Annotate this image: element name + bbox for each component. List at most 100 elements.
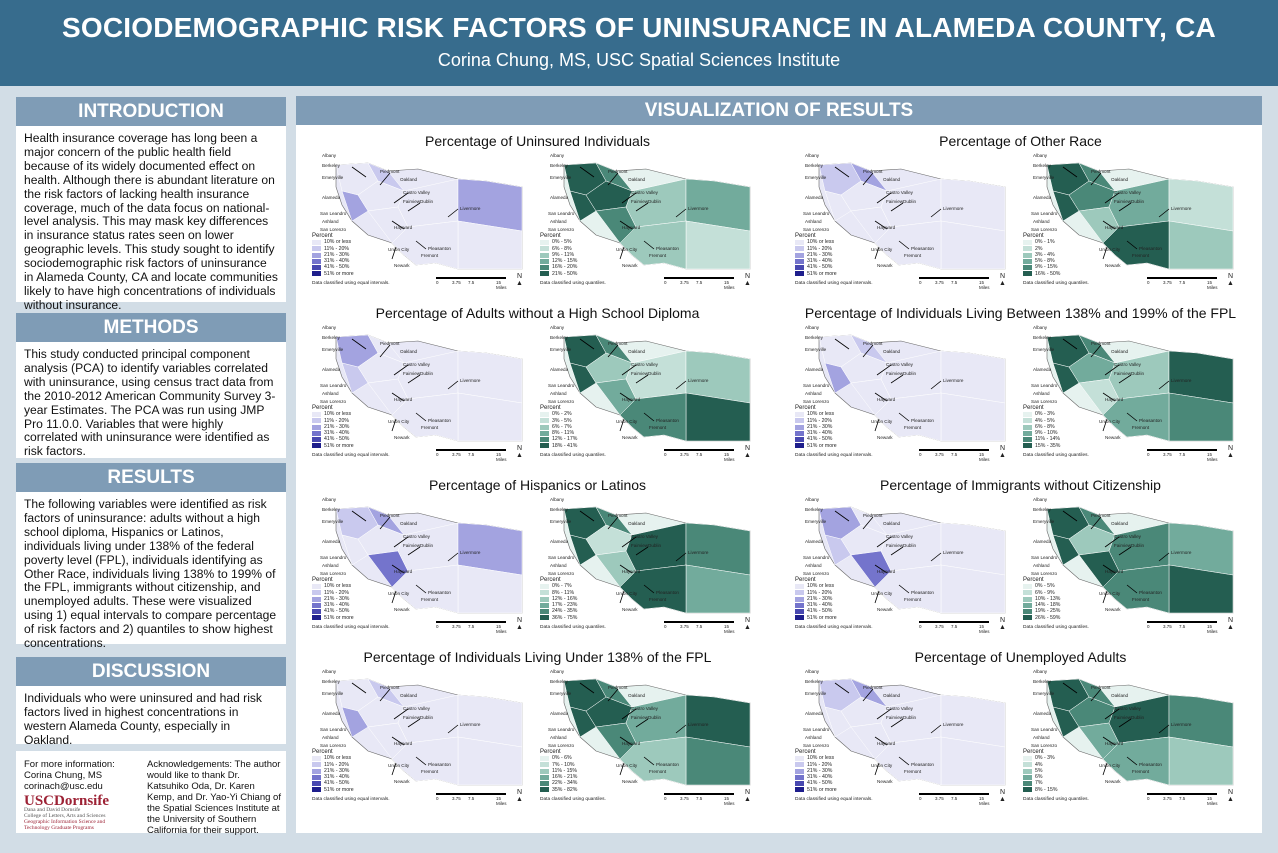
legend-label: 8% - 11% [552,430,575,437]
legend-label: 18% - 41% [552,442,578,449]
logo-sub1: Dana and David Dornsife [24,807,81,813]
legend-label: 8% - 15% [1035,786,1058,793]
tract-region [1168,522,1234,576]
legend-entry: 31% - 40% [312,258,354,264]
place-label: Pleasanton [911,246,934,251]
legend-label: 51% or more [324,270,354,277]
place-label: Union City [871,591,893,596]
legend-entry: 16% - 21% [540,774,577,780]
callout-line [391,246,397,260]
scale-label: 15 Miles [1207,280,1218,290]
legend-label: 41% - 50% [807,436,833,443]
county-map-svg [335,334,523,442]
place-label: Castro Valley [403,362,430,367]
scale-label: 0 [436,796,439,801]
place-label: Berkeley [322,335,340,340]
tract-region [619,392,687,442]
place-label: Albany [322,497,337,502]
legend-swatch [795,762,804,768]
north-arrow-icon: N ▲ [744,273,751,287]
legend-title: Percent [795,577,816,583]
map-pair: Percentage of Hispanics or Latinos Albany… [296,477,779,649]
place-label: Piedmont [863,513,883,518]
legend-label: 16% - 21% [552,774,578,781]
place-label: Castro Valley [886,362,913,367]
place-label: San Leandro [320,555,347,560]
scale-label: 0 [919,280,922,285]
place-label: Ashland [322,563,339,568]
tract-region [1168,178,1234,232]
callout-line [898,584,910,594]
legend-label: 31% - 40% [807,430,833,437]
scale-label: 15 Miles [724,452,735,462]
place-label: Emeryville [322,691,344,696]
scale-bar: 0 3.75 7.5 15 Miles [919,277,990,290]
quantile-map: Albany Berkeley Piedmont Emeryville Oakland C… [536,495,761,635]
scale-line [436,277,506,279]
callout-line [1102,564,1116,574]
place-label: Piedmont [380,169,400,174]
callout-line [1118,202,1132,212]
contact-email[interactable]: corinach@usc.edu [24,781,103,792]
scale-bar: 0 3.75 7.5 15 Miles [436,793,507,806]
map-legend: Percent 10% or less 11% - 20% 21% - 30% 31% … [312,233,354,277]
tract-region [391,736,459,786]
legend-swatch [312,265,321,271]
legend-entry: 31% - 40% [312,430,354,436]
legend-swatch [1023,762,1032,768]
scale-label: 3.75 [680,624,689,629]
legend-swatch [312,430,321,436]
legend-label: 41% - 50% [807,608,833,615]
introduction-heading: INTRODUCTION [16,97,286,126]
callout-line [675,208,687,218]
scale-label: 7.5 [1179,796,1186,801]
scale-bar: 0 3.75 7.5 15 Miles [919,449,990,462]
place-label: Alameda [805,195,824,200]
legend-label: 3% - 5% [552,417,572,424]
callout-line [391,762,397,776]
legend-swatch [1023,768,1032,774]
callout-line [874,392,888,402]
scale-label: 3.75 [1163,796,1172,801]
legend-swatch [312,768,321,774]
legend-swatch [1023,265,1032,271]
scale-label: 7.5 [468,624,475,629]
legend-entry: 21% - 30% [312,252,354,258]
legend-label: 6% - 8% [552,245,572,252]
legend-swatch [540,762,549,768]
map-pair: Percentage of Other Race Albany Berkeley Pi… [779,133,1262,305]
scale-label: 15 Miles [496,796,507,806]
callout-line [1102,246,1108,260]
tract-region [874,392,942,442]
place-label: Alameda [805,539,824,544]
map-pair: Percentage of Individuals Living Under 1… [296,649,779,821]
legend-entry: 21% - 30% [312,424,354,430]
map-legend: Percent 0% - 5% 6% - 8% 9% - 11% 12% - 15% 16… [540,233,577,277]
place-label: Fairview [631,715,649,720]
place-label: Hayward [1105,569,1124,574]
callout-line [447,724,459,734]
legend-title: Percent [312,577,333,583]
place-label: Piedmont [1091,513,1111,518]
scale-label: 3.75 [452,280,461,285]
legend-swatch [1023,755,1032,761]
callout-line [619,418,625,432]
county-map-svg [818,162,1006,270]
tract-region [391,392,459,442]
callout-line [898,240,910,250]
methods-section: METHODS This study conducted principal c… [16,313,286,458]
place-label: Livermore [943,206,964,211]
legend-label: 31% - 40% [324,774,350,781]
county-map-svg [818,506,1006,614]
legend-swatch [1023,258,1032,264]
north-arrow-icon: N ▲ [516,617,523,631]
introduction-section: INTRODUCTION Health insurance coverage h… [16,97,286,312]
legend-entry: 0% - 3% [1023,411,1060,417]
place-label: Castro Valley [1114,534,1141,539]
scale-label: 7.5 [1179,624,1186,629]
info-label: For more information: [24,759,115,770]
legend-swatch [540,615,549,621]
place-label: Fremont [1132,253,1150,258]
tract-region [457,178,523,232]
place-label: Livermore [688,550,709,555]
